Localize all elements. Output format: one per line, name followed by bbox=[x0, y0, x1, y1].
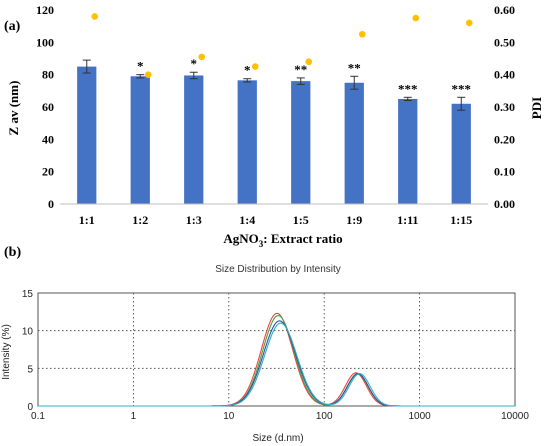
significance-label: *** bbox=[452, 81, 472, 96]
significance-label: *** bbox=[398, 81, 418, 96]
bar bbox=[344, 82, 364, 204]
pdi-point bbox=[465, 19, 473, 27]
right-y-axis-label: PDI bbox=[529, 97, 544, 119]
x-tick-label: 1:11 bbox=[397, 213, 418, 227]
pdi-point bbox=[251, 63, 259, 70]
pdi-series bbox=[91, 13, 473, 78]
y-tick-label: 5 bbox=[27, 364, 33, 375]
y-tick-label: 20 bbox=[42, 165, 54, 179]
x-axis-label-subscript: 3 bbox=[259, 239, 264, 249]
x-axis-label: Size (d.nm) bbox=[252, 433, 303, 444]
y-tick-label: 60 bbox=[42, 100, 54, 114]
x-tick-label: 1 bbox=[131, 411, 137, 422]
left-y-tick-labels: 0 20 40 60 80 100 120 bbox=[36, 3, 54, 211]
error-bars bbox=[82, 59, 466, 111]
bar-series bbox=[77, 66, 471, 204]
right-y-tick-label: 0.00 bbox=[494, 197, 515, 211]
x-tick-label: 100 bbox=[316, 411, 333, 422]
y-tick-label: 40 bbox=[42, 132, 54, 146]
x-tick-label: 1:2 bbox=[132, 213, 148, 227]
x-tick-labels: 0.1 1 10 100 1000 10000 bbox=[31, 411, 529, 422]
pdi-point bbox=[358, 30, 366, 38]
right-y-tick-label: 0.20 bbox=[494, 132, 515, 146]
x-tick-label: 1:5 bbox=[293, 213, 309, 227]
pdi-point bbox=[305, 58, 313, 66]
y-axis-label: Intensity (%) bbox=[1, 324, 12, 380]
bar bbox=[77, 66, 97, 204]
significance-labels: * * * ** ***** *** bbox=[137, 56, 471, 96]
x-tick-label: 0.1 bbox=[31, 411, 45, 422]
x-tick-label: 1:3 bbox=[186, 213, 202, 227]
x-tick-label: 1:1 bbox=[79, 213, 95, 227]
panel-b-line-chart: (b) Size Distribution by Intensity 0 5 10 1… bbox=[1, 245, 529, 444]
significance-label: * bbox=[137, 59, 144, 74]
pdi-point bbox=[91, 13, 99, 20]
pdi-point bbox=[198, 53, 206, 61]
significance-label: ** bbox=[294, 62, 307, 77]
distribution-curve bbox=[38, 315, 515, 407]
y-tick-label: 10 bbox=[22, 327, 34, 338]
right-y-tick-label: 0.50 bbox=[494, 35, 515, 49]
x-axis-label-rest: : Extract ratio bbox=[263, 231, 342, 246]
y-tick-label: 100 bbox=[36, 35, 54, 49]
y-tick-labels: 0 5 10 15 bbox=[22, 289, 34, 413]
right-y-tick-label: 0.40 bbox=[494, 68, 515, 82]
pdi-point bbox=[412, 14, 420, 22]
x-tick-label: 1:15 bbox=[450, 213, 472, 227]
significance-label: * bbox=[191, 56, 198, 71]
y-tick-label: 15 bbox=[22, 289, 34, 300]
x-tick-label: 10000 bbox=[501, 411, 529, 422]
distribution-curve bbox=[38, 322, 515, 407]
chart-title: Size Distribution by Intensity bbox=[215, 264, 341, 275]
right-y-tick-label: 0.10 bbox=[494, 165, 515, 179]
x-tick-label: 1:9 bbox=[346, 213, 362, 227]
significance-label: * bbox=[244, 63, 251, 78]
x-tick-label: 10 bbox=[223, 411, 235, 422]
pdi-point bbox=[144, 71, 152, 78]
panel-a-bar-chart: (a) 0 20 40 60 80 100 120 0.00 0.10 0.20 0.30 0.40… bbox=[4, 3, 544, 249]
bar bbox=[291, 81, 311, 204]
x-axis-label: AgNO3: Extract ratio bbox=[223, 231, 342, 249]
bar bbox=[130, 76, 150, 204]
bar bbox=[398, 98, 418, 204]
y-tick-label: 80 bbox=[42, 68, 54, 82]
x-tick-label: 1000 bbox=[408, 411, 431, 422]
panel-a-label: (a) bbox=[4, 19, 21, 34]
right-y-tick-labels: 0.00 0.10 0.20 0.30 0.40 0.50 0.60 bbox=[494, 3, 515, 211]
y-axis-label: Z av (nm) bbox=[6, 81, 21, 136]
bar bbox=[237, 80, 257, 204]
x-tick-labels: 1:1 1:2 1:3 1:4 1:5 1:9 1:11 1:15 bbox=[79, 213, 473, 227]
plot-frame bbox=[37, 292, 516, 407]
y-tick-label: 0 bbox=[48, 197, 54, 211]
distribution-curve bbox=[38, 312, 515, 407]
significance-label: ** bbox=[348, 60, 361, 75]
right-y-tick-label: 0.60 bbox=[494, 3, 515, 17]
distribution-curves bbox=[38, 312, 515, 407]
y-tick-label: 120 bbox=[36, 3, 54, 17]
grid-lines bbox=[37, 292, 516, 407]
panel-b-label: (b) bbox=[4, 245, 21, 260]
y-tick-label: 0 bbox=[27, 402, 33, 413]
right-y-tick-label: 0.30 bbox=[494, 100, 515, 114]
x-axis-label-base: AgNO bbox=[223, 231, 258, 246]
bar bbox=[184, 75, 204, 204]
x-tick-label: 1:4 bbox=[239, 213, 255, 227]
bar bbox=[451, 103, 471, 204]
distribution-curve bbox=[38, 320, 515, 407]
